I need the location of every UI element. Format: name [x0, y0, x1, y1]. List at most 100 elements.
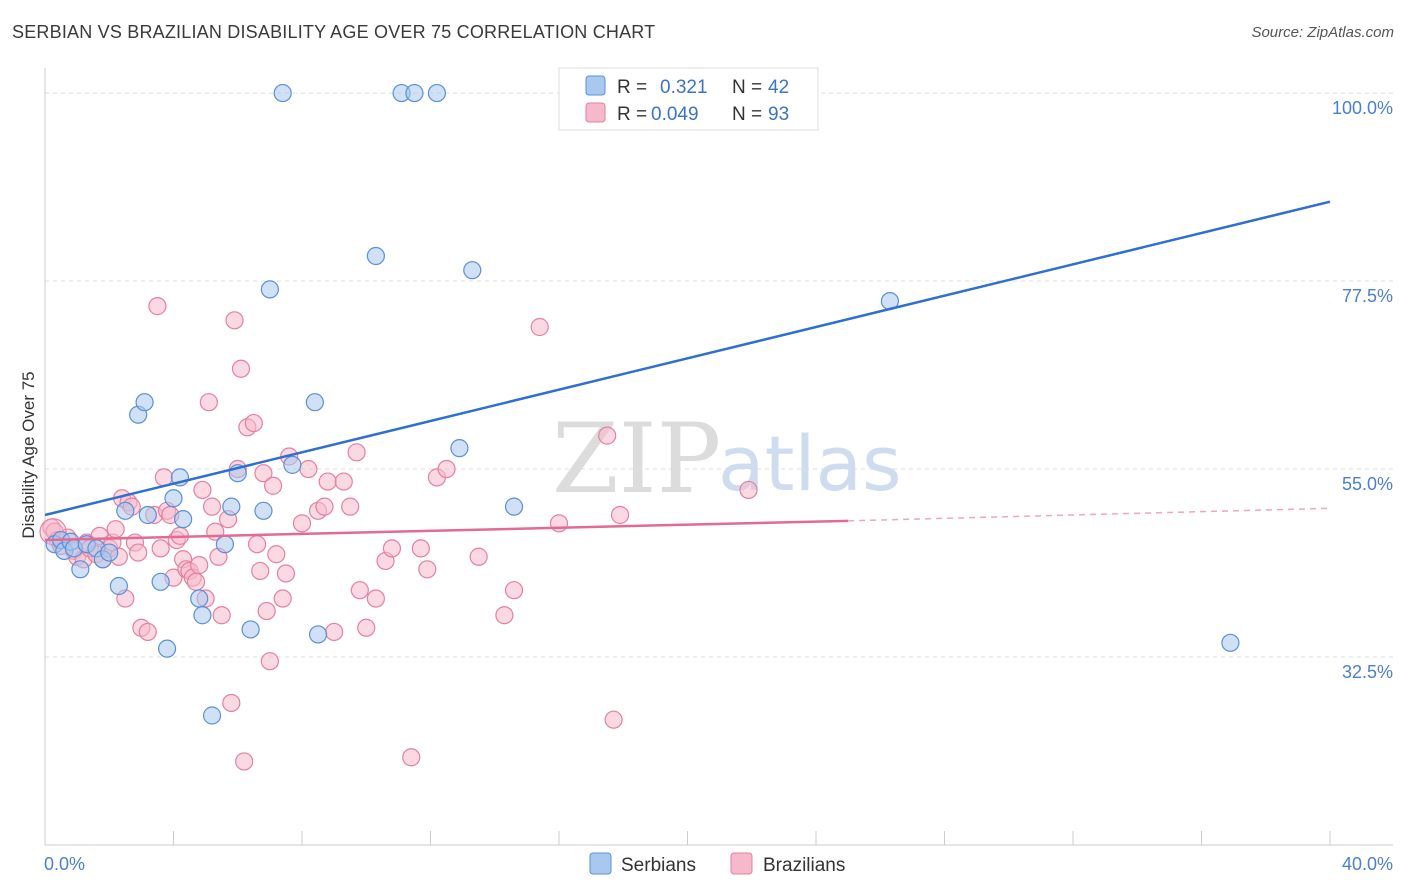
- point-brazilians-84: [604, 710, 623, 729]
- point-brazilians-72: [366, 589, 385, 608]
- bottom-legend-brazilians: Brazilians: [763, 855, 845, 876]
- point-brazilians-15: [106, 520, 125, 539]
- point-serbians-21: [193, 606, 212, 625]
- point-brazilians-89: [350, 581, 369, 600]
- point-brazilians-51: [235, 752, 254, 771]
- chart-title: SERBIAN VS BRAZILIAN DISABILITY AGE OVER…: [12, 22, 656, 42]
- point-serbians-15: [151, 572, 170, 591]
- point-brazilians-82: [530, 317, 549, 337]
- point-serbians-23: [215, 535, 234, 554]
- point-serbians-24: [222, 497, 241, 516]
- point-brazilians-48: [225, 311, 244, 330]
- point-brazilians-47: [222, 693, 241, 713]
- legend-swatch-brazilians: [585, 102, 606, 123]
- point-brazilians-40: [193, 480, 212, 500]
- point-serbians-30: [283, 455, 302, 474]
- x-tick-labels: 0.0% 40.0%: [44, 854, 1393, 874]
- point-brazilians-22: [129, 543, 148, 562]
- point-serbians-42: [1221, 633, 1240, 652]
- point-brazilians-24: [138, 622, 157, 642]
- point-serbians-28: [260, 280, 279, 299]
- legend-n-label-brazilians: N =: [732, 104, 762, 125]
- series-brazilians-points: [39, 297, 758, 771]
- point-brazilians-88: [469, 547, 488, 566]
- point-brazilians-45: [212, 606, 231, 625]
- point-brazilians-80: [495, 606, 514, 625]
- point-serbians-22: [202, 706, 222, 725]
- point-brazilians-66: [318, 472, 337, 491]
- point-brazilians-90: [292, 514, 312, 533]
- point-serbians-29: [273, 83, 292, 103]
- point-brazilians-83: [598, 426, 617, 445]
- point-serbians-36: [427, 83, 447, 103]
- legend-r-value-serbians: 0.321: [660, 77, 708, 98]
- bottom-legend-swatch-serbians: [589, 852, 612, 875]
- point-brazilians-43: [202, 497, 222, 516]
- legend-n-value-serbians: 42: [768, 77, 789, 98]
- point-brazilians-56: [257, 601, 276, 621]
- axes: [44, 68, 1393, 846]
- point-brazilians-53: [244, 413, 263, 433]
- bottom-legend: Serbians Brazilians: [589, 852, 845, 876]
- point-brazilians-74: [382, 539, 402, 558]
- point-brazilians-55: [254, 464, 273, 483]
- point-brazilians-70: [347, 443, 366, 462]
- point-brazilians-68: [334, 472, 353, 491]
- point-brazilians-87: [549, 514, 569, 533]
- point-brazilians-76: [411, 539, 430, 558]
- y-tick-label-2: 77.5%: [1342, 286, 1393, 306]
- legend-r-value-brazilians: 0.049: [651, 104, 699, 125]
- point-serbians-14: [138, 505, 157, 525]
- point-serbians-10: [109, 576, 128, 596]
- point-brazilians-91: [251, 561, 270, 581]
- point-serbians-19: [174, 510, 193, 529]
- chart-source: Source: ZipAtlas.com: [1251, 24, 1394, 41]
- point-brazilians-58: [263, 476, 283, 495]
- point-serbians-9: [100, 543, 119, 562]
- legend-r-label-brazilians: R =: [617, 104, 647, 125]
- point-serbians-16: [157, 639, 177, 658]
- y-tick-labels: 32.5% 55.0% 77.5% 100.0%: [1332, 98, 1393, 682]
- point-brazilians-42: [199, 393, 218, 412]
- point-brazilians-60: [273, 589, 292, 608]
- legend-n-label-serbians: N =: [732, 77, 762, 98]
- point-brazilians-69: [341, 497, 360, 516]
- point-brazilians-67: [325, 622, 344, 642]
- point-brazilians-71: [357, 618, 376, 637]
- point-brazilians-59: [267, 545, 286, 564]
- point-serbians-38: [463, 261, 482, 280]
- point-serbians-13: [135, 393, 154, 412]
- point-serbians-33: [366, 246, 385, 266]
- point-serbians-31: [305, 393, 324, 412]
- point-brazilians-26: [148, 297, 167, 316]
- legend: R = 0.321 N = 42 R = 0.049 N = 93: [558, 67, 819, 131]
- y-tick-label-1: 55.0%: [1342, 474, 1393, 494]
- x-tick-label-0: 0.0%: [44, 854, 85, 874]
- point-serbians-17: [164, 489, 183, 508]
- point-serbians-5: [71, 560, 90, 579]
- trend-lines: [44, 200, 1331, 542]
- trend-line-brazilians: [44, 519, 849, 542]
- y-tick-label-0: 32.5%: [1342, 662, 1393, 682]
- point-serbians-11: [116, 501, 135, 520]
- point-brazilians-38: [186, 572, 206, 591]
- point-serbians-26: [241, 620, 260, 639]
- point-brazilians-79: [437, 459, 456, 479]
- point-serbians-20: [190, 589, 209, 608]
- trend-line-brazilians-extrapolated: [848, 507, 1331, 522]
- point-brazilians-75: [402, 748, 421, 767]
- y-tick-label-3: 100.0%: [1332, 98, 1393, 118]
- bottom-legend-swatch-brazilians: [730, 852, 753, 875]
- point-brazilians-27: [151, 539, 170, 558]
- legend-n-value-brazilians: 93: [768, 104, 789, 125]
- bottom-legend-serbians: Serbians: [621, 855, 696, 876]
- watermark: ZIP atlas: [552, 403, 902, 515]
- point-brazilians-81: [504, 581, 524, 600]
- series-serbians-points: [45, 83, 1240, 725]
- point-brazilians-77: [418, 560, 437, 579]
- point-brazilians-85: [610, 505, 630, 525]
- point-serbians-39: [504, 497, 524, 516]
- point-brazilians-65: [315, 497, 334, 516]
- point-brazilians-54: [247, 535, 267, 554]
